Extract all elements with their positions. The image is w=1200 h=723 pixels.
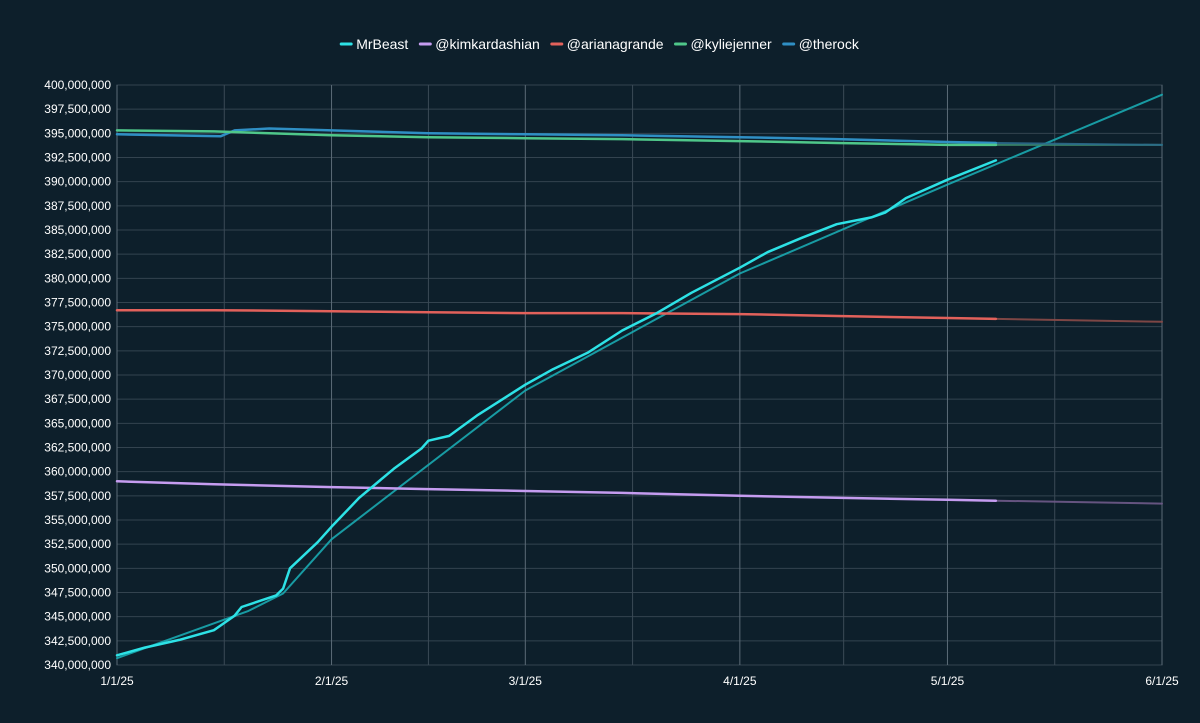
trend-line xyxy=(994,499,1163,505)
x-tick-label: 3/1/25 xyxy=(509,674,543,688)
legend-label: @kimkardashian xyxy=(435,36,539,52)
y-tick-label: 395,000,000 xyxy=(44,126,111,140)
x-tick-label: 5/1/25 xyxy=(931,674,965,688)
series-line xyxy=(115,129,998,147)
series-line xyxy=(115,480,998,502)
x-axis: 1/1/25 2/1/25 3/1/25 4/1/25 5/1/25 6/1/25 xyxy=(100,674,1179,688)
legend: MrBeast @kimkardashian @arianagrande @kylie… xyxy=(339,36,860,52)
y-tick-label: 350,000,000 xyxy=(44,561,111,575)
y-tick-label: 367,500,000 xyxy=(44,392,111,406)
series-line xyxy=(115,127,998,145)
y-tick-label: 360,000,000 xyxy=(44,465,111,479)
y-tick-label: 387,500,000 xyxy=(44,199,111,213)
y-tick-label: 342,500,000 xyxy=(44,634,111,648)
legend-label: MrBeast xyxy=(356,36,408,52)
y-tick-label: 397,500,000 xyxy=(44,102,111,116)
y-tick-label: 365,000,000 xyxy=(44,416,111,430)
y-tick-label: 375,000,000 xyxy=(44,320,111,334)
y-tick-label: 362,500,000 xyxy=(44,441,111,455)
legend-item: @kimkardashian xyxy=(418,36,540,52)
series-lines xyxy=(115,127,998,657)
y-axis: 340,000,000 342,500,000 345,000,000 347,500… xyxy=(44,78,111,672)
x-tick-label: 1/1/25 xyxy=(100,674,134,688)
trend-line xyxy=(994,317,1163,323)
y-tick-label: 352,500,000 xyxy=(44,537,111,551)
y-tick-label: 340,000,000 xyxy=(44,658,111,672)
y-tick-label: 355,000,000 xyxy=(44,513,111,527)
y-tick-label: 370,000,000 xyxy=(44,368,111,382)
y-tick-label: 385,000,000 xyxy=(44,223,111,237)
legend-label: @therock xyxy=(799,36,860,52)
y-tick-label: 372,500,000 xyxy=(44,344,111,358)
y-tick-label: 377,500,000 xyxy=(44,296,111,310)
trend-lines xyxy=(116,93,1163,660)
trend-line xyxy=(116,93,1163,660)
grid xyxy=(116,84,1163,666)
y-tick-label: 392,500,000 xyxy=(44,151,111,165)
legend-item: MrBeast xyxy=(339,36,408,52)
y-tick-label: 382,500,000 xyxy=(44,247,111,261)
series-line xyxy=(115,159,998,657)
y-tick-label: 400,000,000 xyxy=(44,78,111,92)
y-tick-label: 390,000,000 xyxy=(44,175,111,189)
legend-label: @kyliejenner xyxy=(691,36,772,52)
trend-line xyxy=(994,142,1163,146)
x-tick-label: 2/1/25 xyxy=(315,674,349,688)
y-tick-label: 347,500,000 xyxy=(44,586,111,600)
y-tick-label: 380,000,000 xyxy=(44,271,111,285)
y-tick-label: 345,000,000 xyxy=(44,610,111,624)
legend-item: @arianagrande xyxy=(550,36,664,52)
legend-item: @therock xyxy=(782,36,860,52)
x-tick-label: 6/1/25 xyxy=(1145,674,1179,688)
legend-item: @kyliejenner xyxy=(674,36,772,52)
legend-label: @arianagrande xyxy=(567,36,664,52)
x-tick-label: 4/1/25 xyxy=(723,674,757,688)
series-line xyxy=(115,308,998,321)
y-tick-label: 357,500,000 xyxy=(44,489,111,503)
